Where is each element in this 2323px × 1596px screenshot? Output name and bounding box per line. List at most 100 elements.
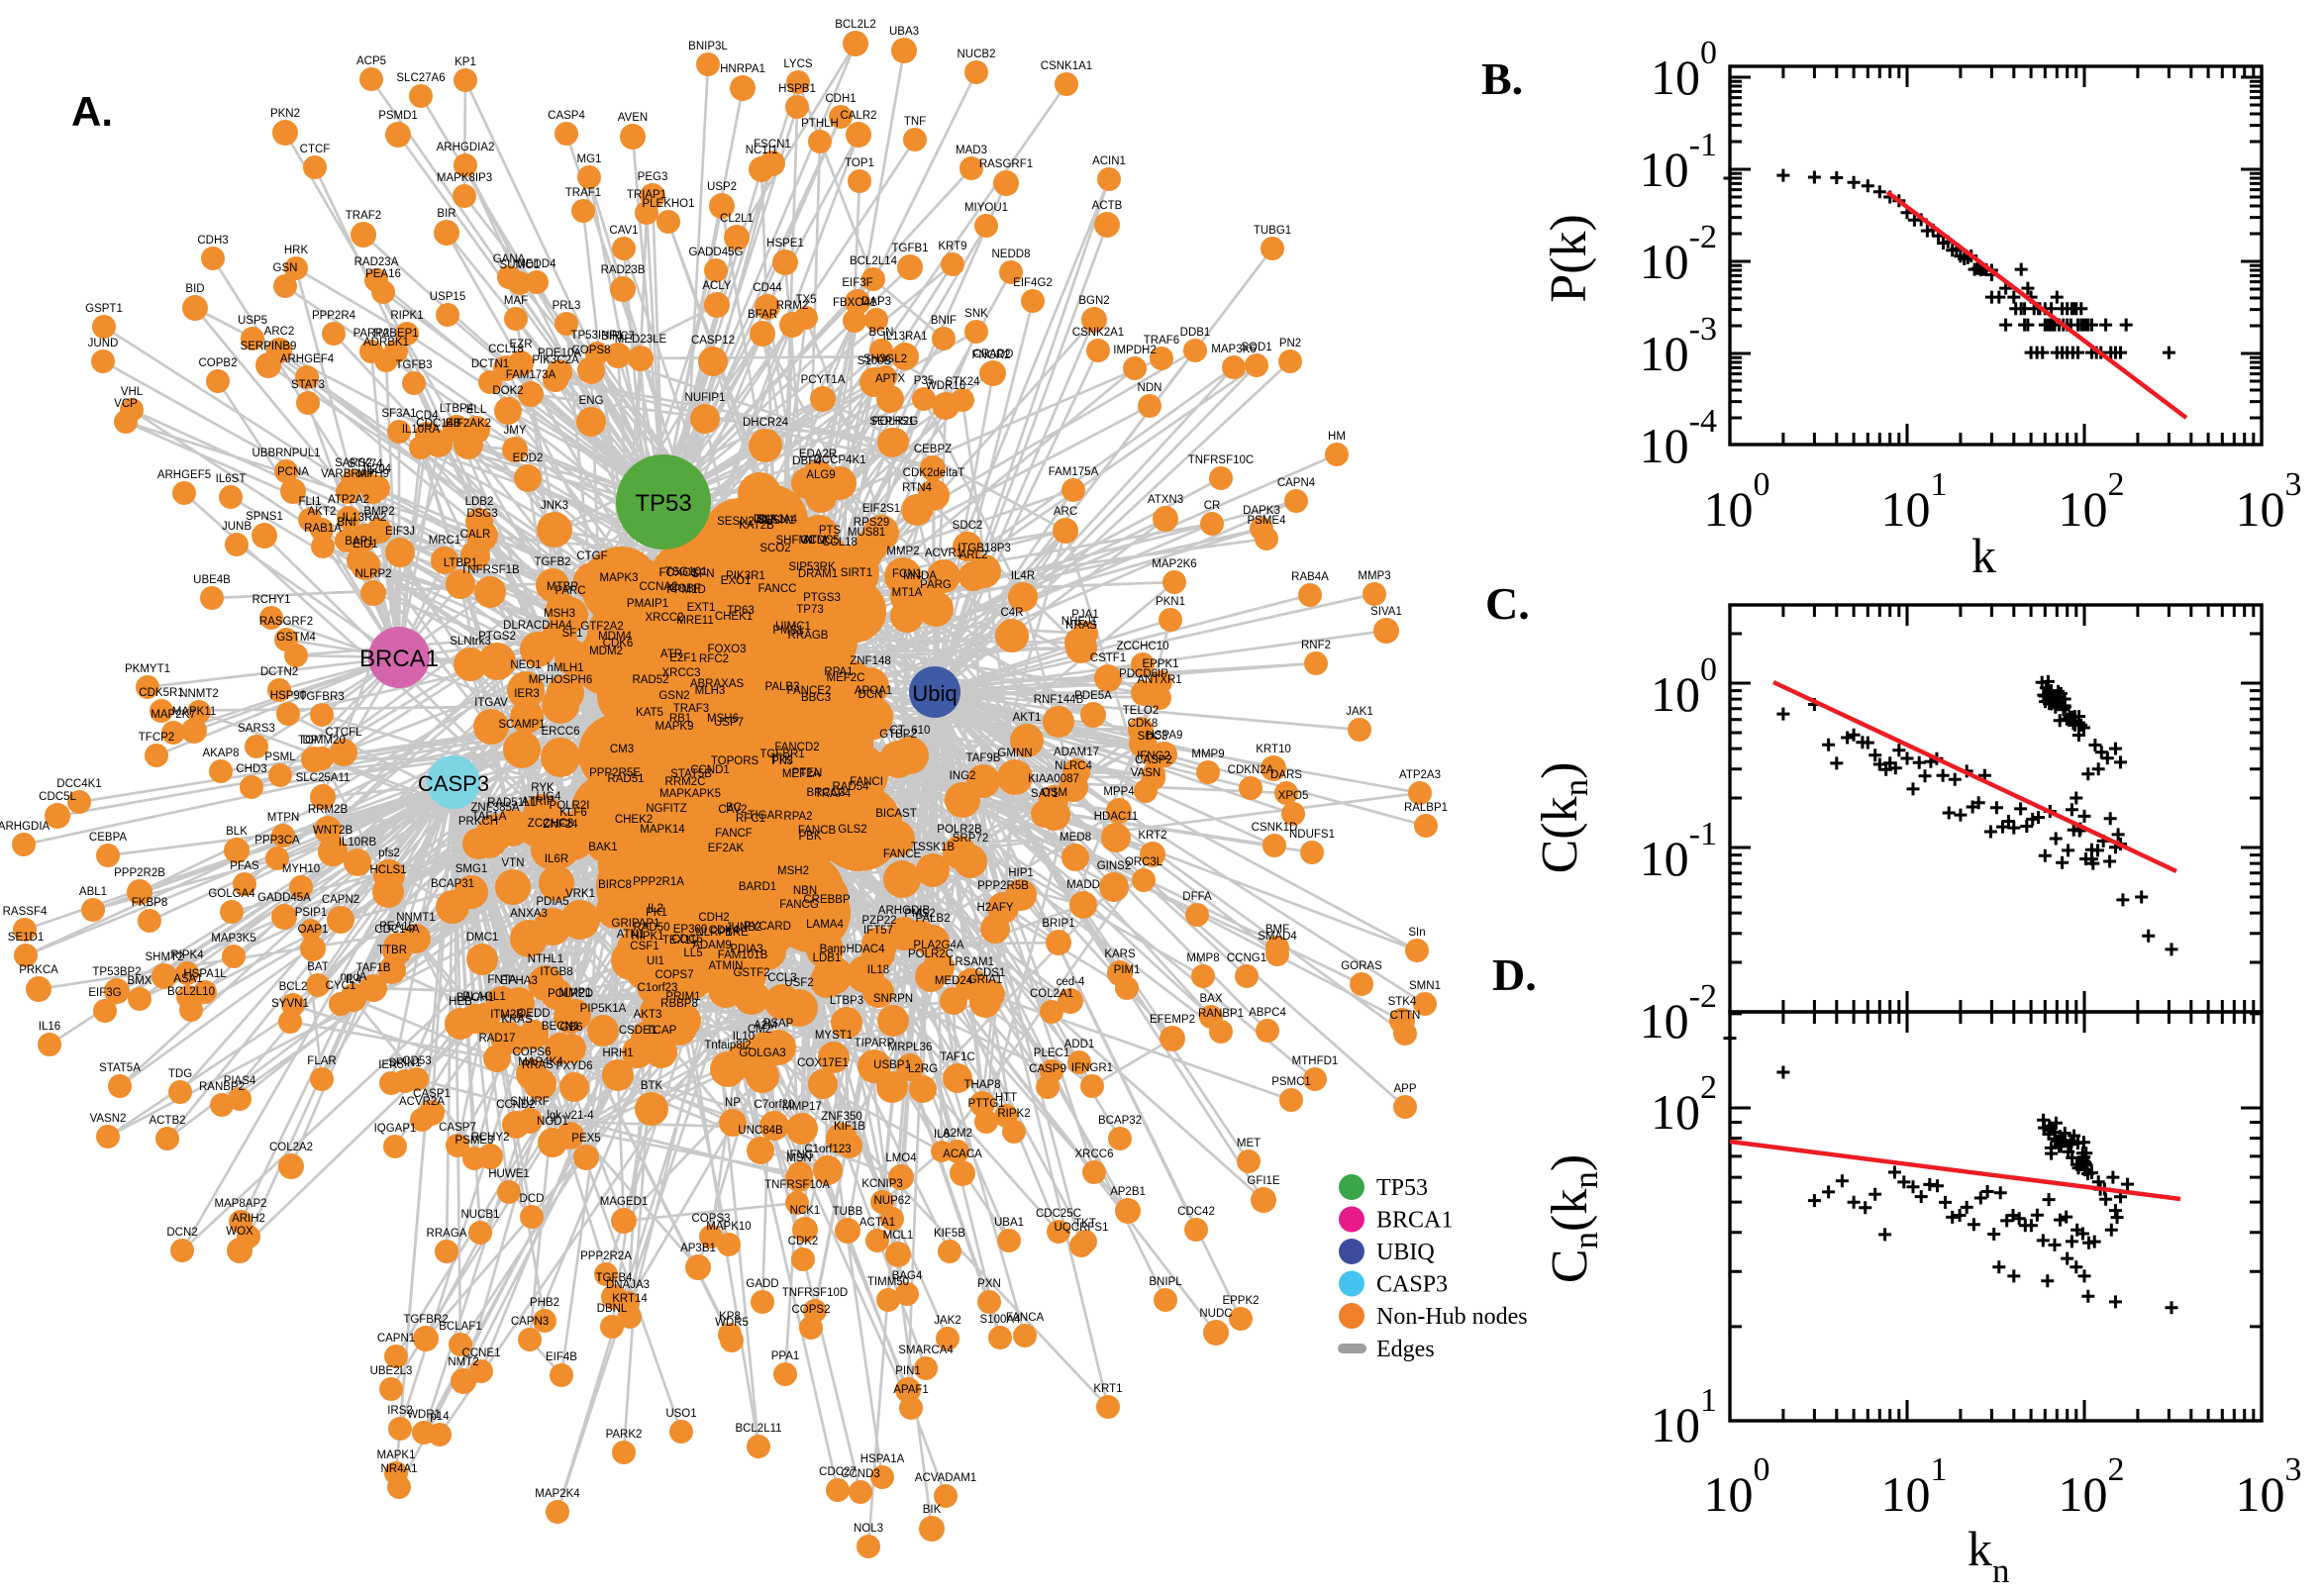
svg-text:CDC42: CDC42 bbox=[1177, 1206, 1215, 1218]
svg-text:RFC1: RFC1 bbox=[736, 813, 765, 825]
svg-text:RRM2: RRM2 bbox=[776, 300, 809, 312]
svg-text:SLC25A11: SLC25A11 bbox=[296, 772, 351, 784]
svg-text:MG1: MG1 bbox=[577, 153, 602, 165]
svg-text:TTK: TTK bbox=[770, 754, 792, 766]
svg-text:A.: A. bbox=[71, 88, 113, 135]
svg-text:CL2L1: CL2L1 bbox=[720, 213, 754, 225]
svg-text:EIF3F: EIF3F bbox=[842, 277, 872, 289]
svg-text:IL6ST: IL6ST bbox=[216, 473, 247, 485]
svg-text:SHFM1: SHFM1 bbox=[776, 535, 815, 547]
svg-text:CDC25C: CDC25C bbox=[1036, 1208, 1081, 1220]
svg-text:TNF: TNF bbox=[904, 116, 926, 128]
svg-text:SPNS1: SPNS1 bbox=[246, 511, 283, 523]
svg-text:IFT57: IFT57 bbox=[863, 925, 893, 937]
svg-text:EDA2R: EDA2R bbox=[799, 449, 837, 460]
svg-text:IFNGR1: IFNGR1 bbox=[1071, 1062, 1113, 1074]
svg-text:npdA: npdA bbox=[341, 971, 367, 983]
svg-text:SCAMP1: SCAMP1 bbox=[498, 719, 545, 731]
svg-text:APP: APP bbox=[1393, 1083, 1416, 1095]
svg-text:ALG9: ALG9 bbox=[806, 469, 835, 481]
svg-text:MAPK9: MAPK9 bbox=[656, 721, 694, 733]
svg-text:CRADD: CRADD bbox=[973, 349, 1014, 360]
svg-text:COPB2: COPB2 bbox=[199, 357, 238, 369]
svg-text:DFFA: DFFA bbox=[1182, 891, 1212, 903]
svg-text:BTK: BTK bbox=[641, 1080, 663, 1092]
svg-text:RAD23B: RAD23B bbox=[601, 264, 646, 276]
svg-text:PSML: PSML bbox=[264, 751, 296, 763]
svg-text:XRCC3: XRCC3 bbox=[662, 667, 701, 679]
svg-text:PTGS3: PTGS3 bbox=[803, 592, 841, 604]
svg-text:B.: B. bbox=[1481, 53, 1523, 104]
svg-text:100: 100 bbox=[1704, 466, 1770, 537]
svg-text:RNF2: RNF2 bbox=[1301, 640, 1331, 651]
svg-text:ORC3L: ORC3L bbox=[1125, 856, 1163, 868]
svg-text:RASGRF1: RASGRF1 bbox=[979, 158, 1033, 170]
svg-text:AP2B1: AP2B1 bbox=[1110, 1186, 1146, 1198]
svg-text:AKT3: AKT3 bbox=[634, 1009, 662, 1021]
svg-text:CASP9: CASP9 bbox=[1029, 1063, 1066, 1075]
svg-text:SE1D1: SE1D1 bbox=[8, 932, 44, 944]
svg-text:MSH2: MSH2 bbox=[777, 865, 809, 877]
svg-text:PPP2R2B: PPP2R2B bbox=[114, 867, 165, 879]
svg-text:ITGB8: ITGB8 bbox=[540, 966, 572, 978]
svg-text:CASP3: CASP3 bbox=[1376, 1272, 1448, 1298]
svg-text:NC1I1: NC1I1 bbox=[746, 145, 778, 156]
svg-text:CSNK1D: CSNK1D bbox=[1252, 822, 1298, 834]
svg-text:MAP2K6: MAP2K6 bbox=[1152, 558, 1196, 570]
svg-text:PPP2R4: PPP2R4 bbox=[312, 310, 356, 322]
svg-text:ACTB: ACTB bbox=[1092, 200, 1123, 212]
svg-text:ACTA1: ACTA1 bbox=[859, 1217, 895, 1229]
svg-text:HSP90: HSP90 bbox=[270, 690, 306, 702]
svg-text:CAPN2: CAPN2 bbox=[322, 894, 359, 906]
svg-text:CAPN4: CAPN4 bbox=[1277, 477, 1316, 489]
svg-text:SIn: SIn bbox=[1408, 927, 1425, 939]
svg-text:MAGED1: MAGED1 bbox=[600, 1196, 649, 1208]
svg-text:PIN1: PIN1 bbox=[895, 1365, 921, 1377]
svg-text:ARC2: ARC2 bbox=[264, 326, 295, 338]
svg-text:TGFB4: TGFB4 bbox=[595, 1272, 633, 1284]
svg-text:KIAA0087: KIAA0087 bbox=[1028, 773, 1079, 785]
svg-text:TOMM20: TOMM20 bbox=[298, 735, 346, 747]
svg-text:CDC14B: CDC14B bbox=[416, 418, 461, 430]
svg-text:PDIA3: PDIA3 bbox=[730, 944, 762, 955]
svg-text:BCL2L2: BCL2L2 bbox=[835, 19, 876, 31]
svg-text:FANCE: FANCE bbox=[883, 848, 922, 860]
svg-text:PRIM1: PRIM1 bbox=[665, 991, 700, 1003]
svg-text:PCYT1A: PCYT1A bbox=[801, 374, 846, 386]
svg-text:USP7: USP7 bbox=[714, 717, 744, 729]
svg-text:MTHFD1: MTHFD1 bbox=[1292, 1055, 1339, 1067]
svg-text:NHEJ1: NHEJ1 bbox=[1061, 616, 1097, 628]
svg-text:CDK2: CDK2 bbox=[788, 1236, 819, 1247]
svg-text:FLI1: FLI1 bbox=[298, 496, 321, 508]
svg-text:VARBRAP: VARBRAP bbox=[321, 468, 374, 480]
svg-text:LL5: LL5 bbox=[683, 948, 702, 959]
svg-text:TP73: TP73 bbox=[796, 604, 824, 616]
svg-text:COL2A2: COL2A2 bbox=[269, 1142, 313, 1153]
svg-text:KIF5B: KIF5B bbox=[934, 1228, 965, 1240]
svg-text:IL10RA: IL10RA bbox=[402, 424, 441, 436]
svg-text:C.: C. bbox=[1485, 578, 1530, 629]
svg-text:LMO4: LMO4 bbox=[885, 1152, 917, 1164]
svg-text:102: 102 bbox=[2059, 1451, 2125, 1522]
svg-text:PPP2R5E: PPP2R5E bbox=[589, 767, 641, 779]
svg-text:NLRP2: NLRP2 bbox=[354, 568, 391, 580]
svg-text:P(k): P(k) bbox=[1541, 214, 1597, 303]
svg-text:PALB3: PALB3 bbox=[765, 681, 800, 693]
svg-text:ACVR2A: ACVR2A bbox=[399, 1096, 445, 1108]
svg-text:RASGRF2: RASGRF2 bbox=[259, 616, 313, 628]
svg-text:PK3: PK3 bbox=[771, 755, 793, 767]
svg-text:SESN1: SESN1 bbox=[758, 515, 795, 527]
svg-text:10-2: 10-2 bbox=[1640, 978, 1717, 1048]
svg-text:ACACA: ACACA bbox=[943, 1148, 982, 1160]
svg-text:ATP2A3: ATP2A3 bbox=[1399, 769, 1441, 781]
svg-text:DMC1: DMC1 bbox=[466, 932, 499, 944]
svg-text:NRAS: NRAS bbox=[1065, 620, 1097, 632]
svg-text:100: 100 bbox=[1704, 1451, 1770, 1522]
svg-text:GB6: GB6 bbox=[559, 1022, 582, 1034]
svg-text:MRPL36: MRPL36 bbox=[888, 1042, 933, 1053]
svg-text:MAPK11: MAPK11 bbox=[172, 706, 217, 718]
svg-text:TSG101: TSG101 bbox=[665, 566, 708, 578]
svg-text:FLAR: FLAR bbox=[307, 1055, 336, 1067]
svg-text:CEBPA: CEBPA bbox=[89, 832, 127, 844]
svg-text:FANCE2: FANCE2 bbox=[787, 685, 832, 697]
